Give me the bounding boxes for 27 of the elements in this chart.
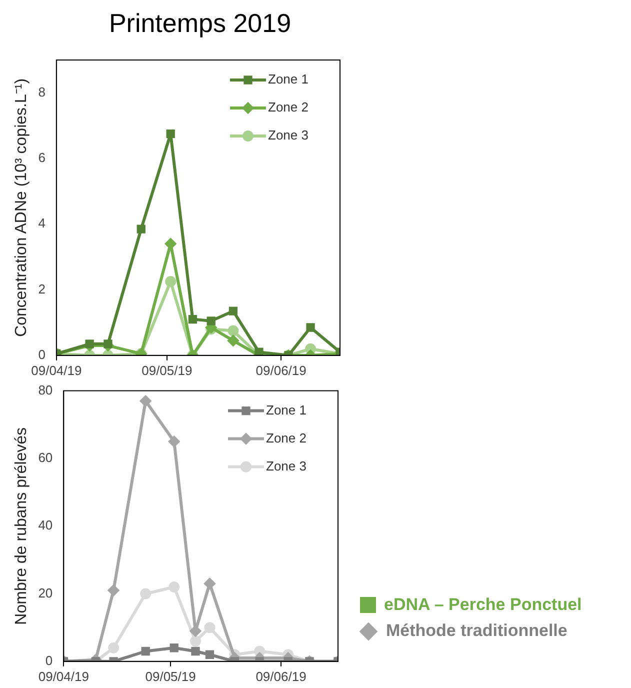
y-axis-title: Concentration ADNe (10³ copies.L⁻¹) (13, 78, 30, 337)
legend-label: Zone 2 (268, 100, 308, 115)
chart-title: Printemps 2019 (108, 8, 292, 39)
legend-label: Zone 2 (266, 430, 306, 446)
legend-label: Zone 1 (266, 402, 306, 418)
legend-label: Zone 3 (266, 458, 306, 474)
text: Méthode traditionnelle (386, 621, 568, 641)
y-tick-label: 8 (38, 84, 46, 100)
x-tick-label: 09/05/19 (145, 668, 196, 684)
legend-label: Zone 3 (268, 128, 308, 143)
y-tick-label: 6 (38, 150, 46, 166)
x-tick-label: 09/04/19 (31, 362, 82, 378)
x-tick-label: 09/06/19 (256, 668, 306, 684)
y-tick-label: 80 (38, 382, 53, 398)
text: eDNA – Perche Ponctuel (384, 595, 582, 615)
y-tick-label: 2 (38, 281, 46, 296)
y-tick-label: 60 (38, 450, 53, 466)
legend-label: Zone 1 (268, 72, 308, 87)
y-tick-label: 40 (38, 518, 53, 533)
y-axis-title: Nombre de rubans prélevés (13, 427, 30, 625)
x-tick-label: 09/04/19 (38, 668, 89, 684)
y-tick-label: 0 (45, 652, 53, 668)
x-tick-label: 09/05/19 (142, 362, 192, 378)
y-tick-label: 4 (38, 216, 46, 231)
y-tick-label: 0 (38, 346, 46, 362)
x-tick-label: 09/06/19 (256, 362, 306, 378)
y-tick-label: 20 (38, 585, 53, 600)
